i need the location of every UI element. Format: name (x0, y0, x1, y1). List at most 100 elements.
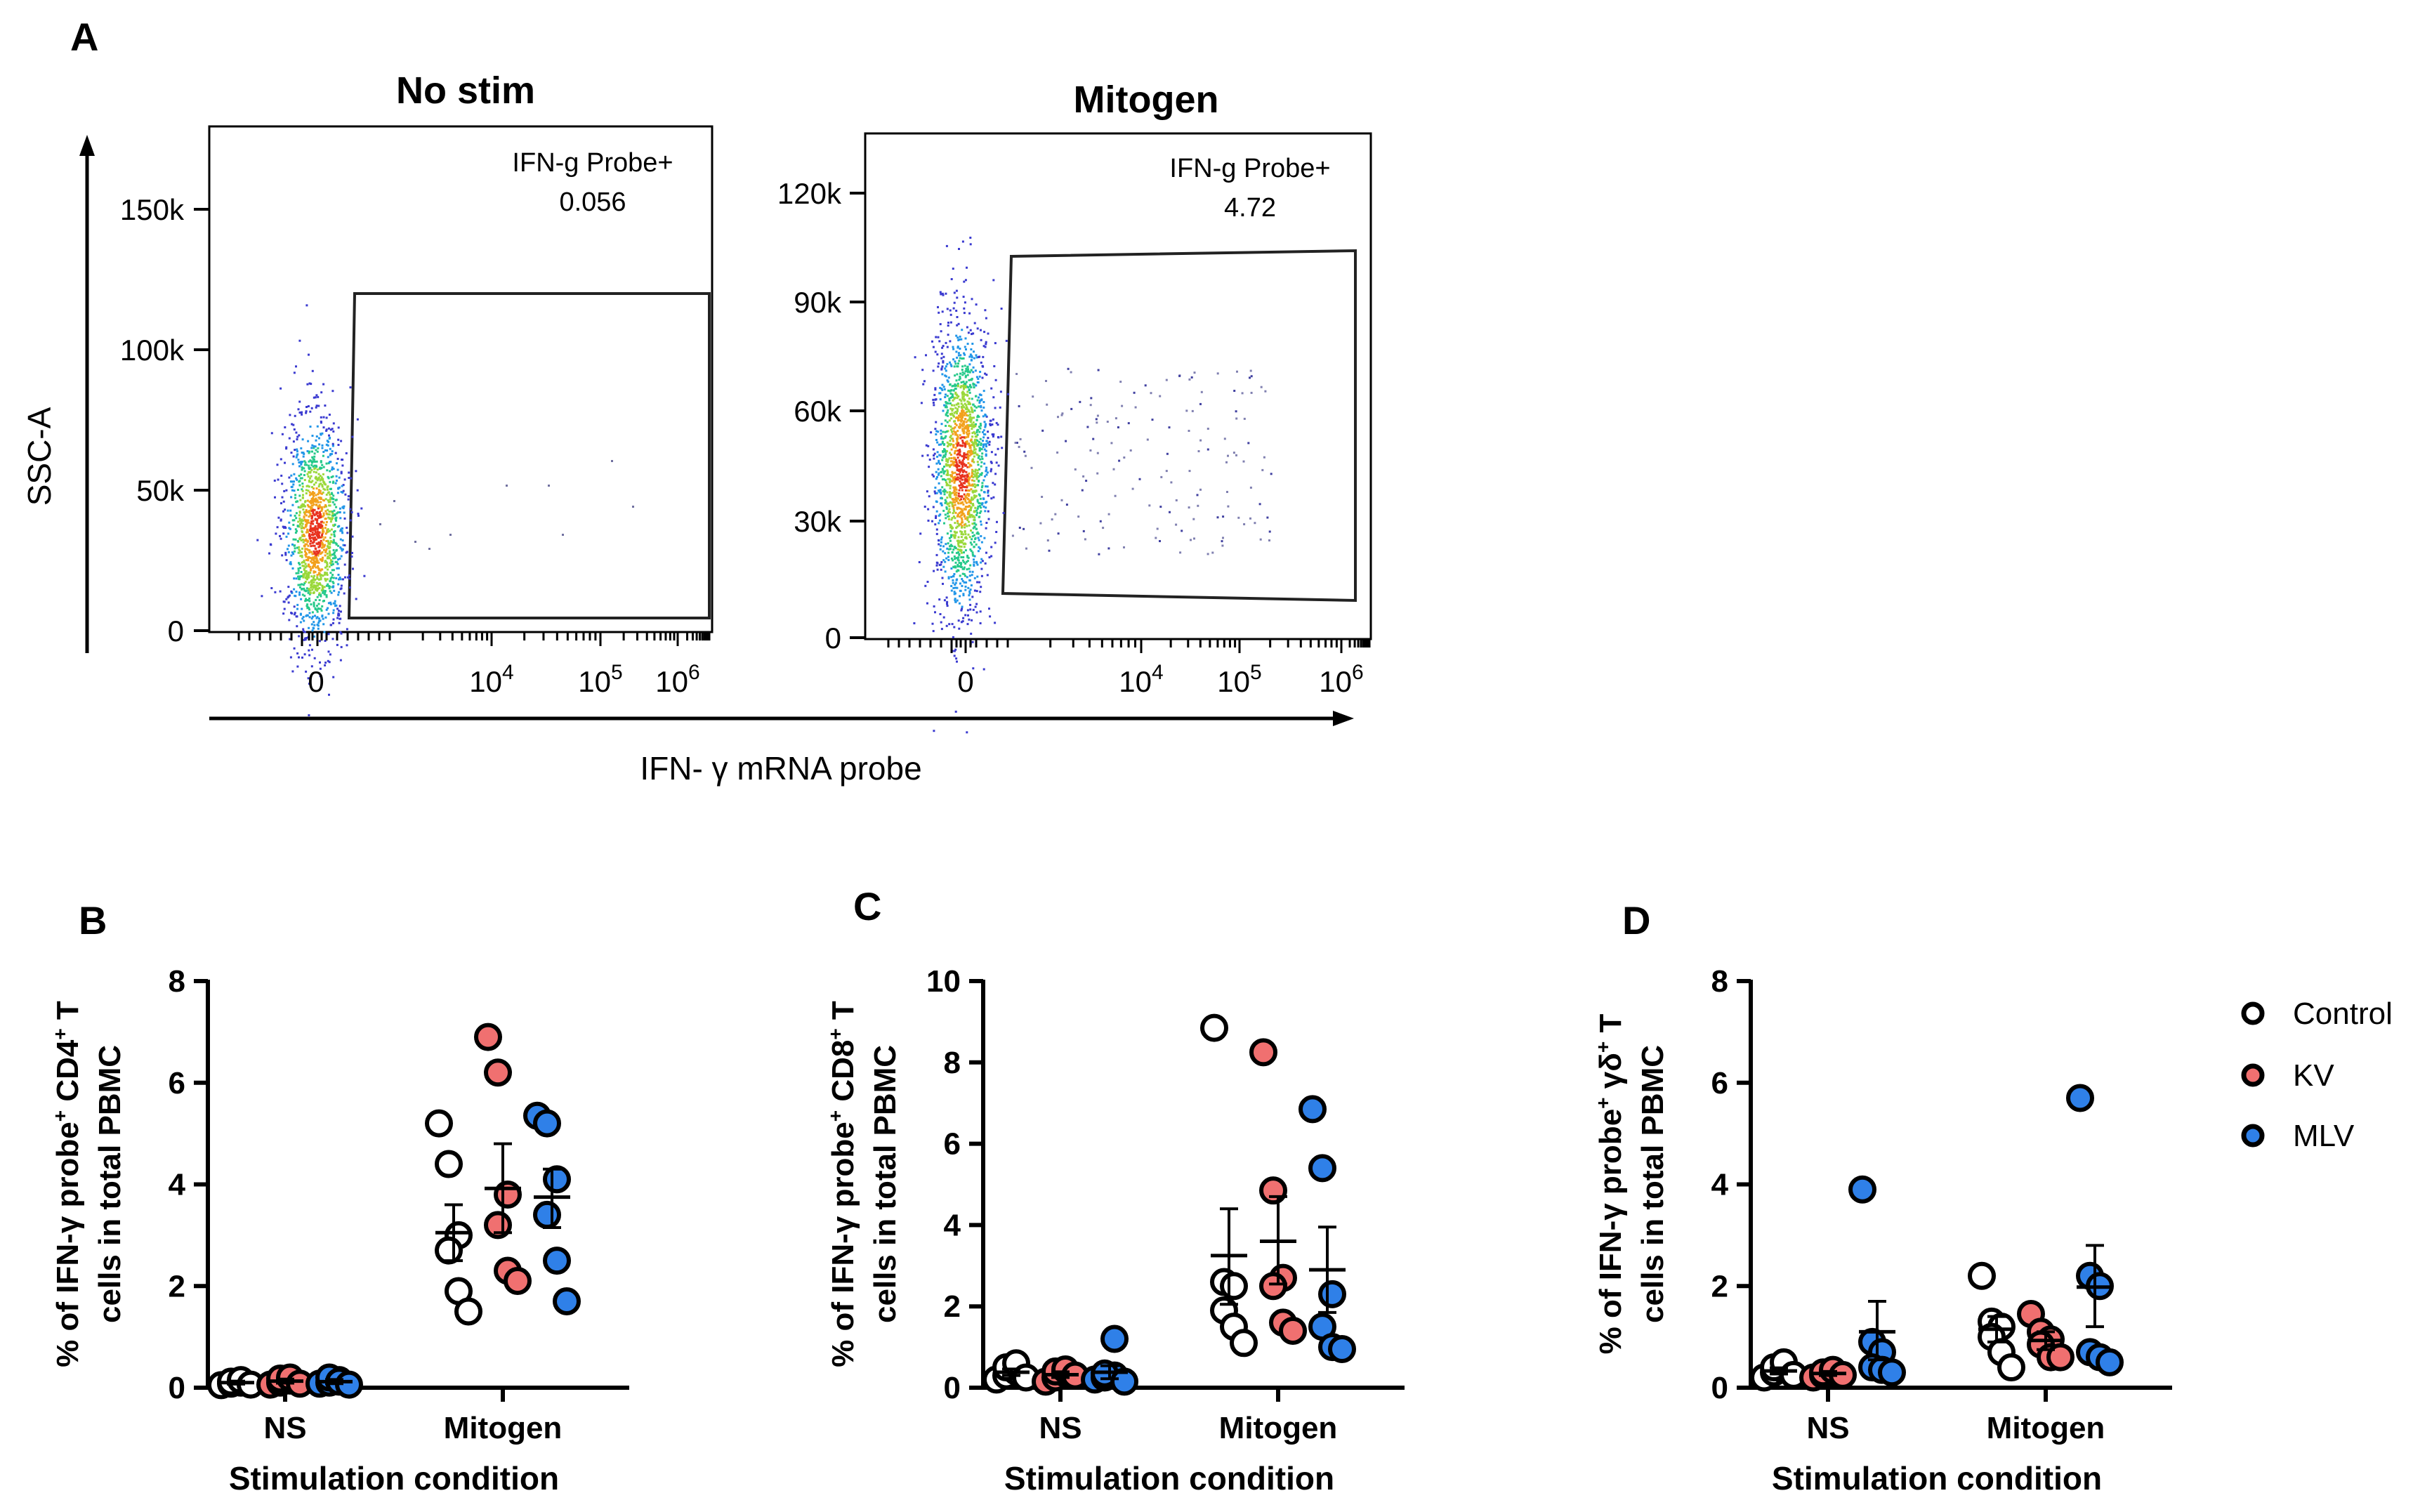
event-dot (1266, 516, 1269, 519)
event-dot (959, 563, 962, 566)
event-dot (280, 502, 282, 505)
event-dot (936, 441, 939, 444)
event-dot (324, 664, 327, 666)
event-dot (970, 348, 973, 350)
event-dot (933, 457, 935, 460)
event-dot (985, 485, 987, 488)
event-dot (945, 624, 948, 627)
event-dot (945, 450, 948, 452)
event-dot (325, 462, 328, 465)
event-dot (956, 466, 959, 469)
event-dot (331, 563, 334, 565)
event-dot (959, 499, 961, 501)
event-dot (982, 390, 985, 393)
event-dot (948, 457, 951, 460)
event-dot (957, 542, 960, 545)
event-dot (952, 440, 954, 442)
event-dot (952, 636, 954, 638)
event-dot (305, 577, 308, 580)
event-dot (331, 560, 334, 563)
event-dot (958, 465, 961, 468)
event-dot (945, 424, 947, 427)
event-dot (959, 582, 961, 585)
event-dot (989, 419, 992, 422)
event-dot (960, 501, 963, 504)
event-dot (331, 466, 334, 469)
event-dot (959, 416, 962, 419)
event-dot (355, 598, 357, 600)
event-dot (966, 369, 968, 372)
event-dot (294, 544, 296, 547)
event-dot (947, 389, 949, 392)
event-dot (942, 456, 945, 459)
event-dot (950, 492, 953, 494)
event-dot (303, 631, 306, 633)
event-dot (281, 433, 284, 435)
event-dot (956, 565, 959, 568)
event-dot (953, 365, 956, 368)
event-dot (1099, 520, 1102, 522)
event-dot (324, 523, 327, 526)
event-dot (957, 322, 960, 325)
event-dot (303, 505, 306, 508)
event-dot (963, 561, 966, 563)
event-dot (985, 470, 987, 473)
event-dot (980, 520, 982, 523)
event-dot (336, 563, 339, 565)
event-dot (956, 382, 959, 385)
event-dot (325, 505, 327, 508)
event-dot (980, 465, 982, 468)
event-dot (976, 381, 979, 383)
event-dot (954, 511, 957, 514)
event-dot (287, 509, 289, 512)
event-dot (300, 473, 303, 476)
event-dot (971, 460, 974, 463)
event-dot (938, 543, 940, 546)
event-dot (945, 412, 948, 414)
event-dot (313, 532, 316, 535)
event-dot (320, 523, 322, 526)
event-dot (988, 440, 991, 443)
event-dot (926, 602, 928, 605)
event-dot (333, 589, 336, 592)
event-dot (327, 499, 329, 501)
event-dot (324, 560, 327, 563)
event-dot (341, 527, 343, 530)
event-dot (310, 551, 313, 553)
event-dot (968, 567, 971, 570)
event-dot (322, 512, 325, 515)
event-dot (291, 489, 294, 492)
event-dot (969, 603, 972, 606)
event-dot (1118, 459, 1121, 462)
data-point (1100, 1324, 1129, 1353)
series-kv (1032, 1038, 1307, 1396)
event-dot (304, 525, 307, 528)
event-dot (1188, 430, 1190, 432)
event-dot (955, 531, 958, 534)
event-dot (971, 619, 973, 622)
event-dot (942, 472, 945, 475)
data-point (2066, 1084, 2094, 1112)
event-dot (953, 291, 956, 294)
event-dot (973, 511, 975, 513)
event-dot (325, 594, 328, 597)
event-dot (942, 454, 945, 457)
event-dot (287, 532, 290, 535)
event-dot (304, 566, 307, 569)
event-dot (324, 590, 327, 592)
event-dot (313, 498, 315, 501)
event-dot (305, 464, 308, 466)
event-dot (963, 414, 966, 416)
event-dot (942, 430, 945, 433)
event-dot (952, 559, 954, 562)
event-dot (954, 532, 957, 534)
event-dot (976, 531, 979, 534)
event-dot (338, 476, 341, 479)
event-dot (952, 444, 954, 447)
event-dot (315, 471, 317, 474)
event-dot (281, 554, 284, 557)
event-dot (940, 471, 942, 473)
event-dot (995, 461, 998, 464)
event-dot (956, 336, 959, 339)
event-dot (289, 509, 292, 512)
